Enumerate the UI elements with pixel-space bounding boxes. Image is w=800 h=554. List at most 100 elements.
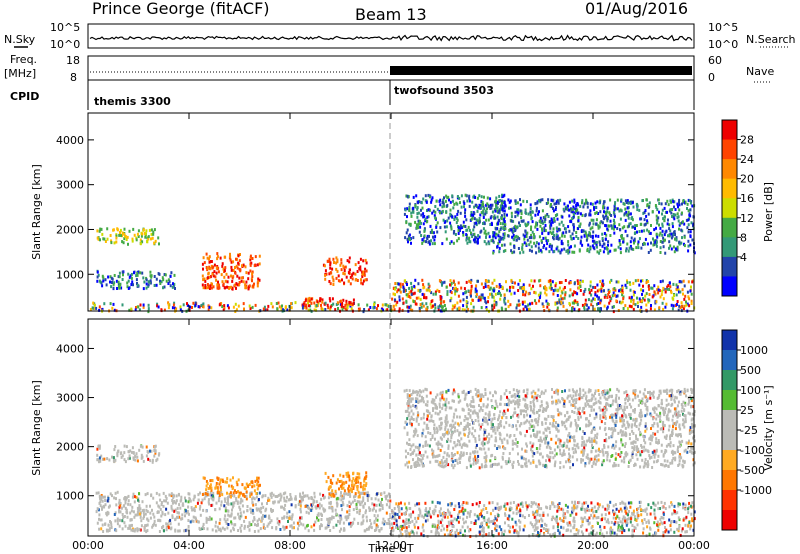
radar-cell — [443, 533, 446, 537]
radar-cell — [642, 211, 645, 215]
radar-cell — [550, 518, 553, 522]
radar-cell — [95, 491, 98, 495]
radar-cell — [354, 272, 357, 276]
radar-cell — [365, 471, 368, 475]
radar-cell — [506, 213, 508, 217]
radar-cell — [489, 512, 492, 516]
radar-cell — [242, 280, 245, 284]
radar-cell — [573, 244, 576, 248]
radar-cell — [504, 502, 506, 506]
radar-cell — [406, 237, 409, 241]
radar-cell — [364, 502, 366, 506]
radar-cell — [123, 232, 126, 236]
radar-cell — [551, 515, 554, 519]
radar-cell — [502, 227, 505, 230]
radar-cell — [581, 279, 584, 283]
radar-cell — [234, 302, 237, 306]
radar-cell — [145, 286, 148, 290]
radar-cell — [187, 528, 190, 532]
radar-cell — [591, 244, 594, 248]
radar-cell — [429, 515, 432, 519]
radar-cell — [656, 523, 659, 527]
radar-cell — [206, 527, 209, 531]
radar-cell — [632, 293, 635, 297]
radar-cell — [232, 528, 235, 532]
radar-cell — [594, 293, 597, 297]
radar-cell — [208, 260, 211, 264]
radar-cell — [661, 212, 663, 216]
radar-cell — [427, 193, 430, 197]
radar-cell — [545, 505, 548, 509]
radar-cell — [129, 524, 132, 528]
radar-cell — [628, 517, 630, 521]
radar-cell — [154, 523, 157, 527]
radar-cell — [138, 448, 141, 452]
radar-cell — [573, 523, 576, 527]
radar-cell — [403, 524, 406, 528]
radar-cell — [608, 295, 611, 299]
radar-cell — [351, 500, 354, 504]
radar-cell — [145, 504, 148, 508]
radar-cell — [589, 232, 591, 236]
radar-cell — [408, 295, 411, 298]
radar-cell — [501, 533, 503, 537]
radar-cell — [324, 301, 327, 305]
radar-cell — [358, 307, 361, 311]
radar-cell — [104, 522, 107, 526]
radar-cell — [670, 291, 673, 295]
radar-cell — [158, 530, 161, 533]
radar-cell — [636, 516, 639, 520]
radar-cell — [167, 511, 170, 515]
radar-cell — [448, 523, 451, 527]
radar-cell — [514, 520, 517, 524]
radar-cell — [159, 498, 162, 502]
radar-cell — [445, 210, 448, 214]
radar-cell — [161, 276, 164, 280]
radar-cell — [568, 246, 571, 250]
radar-cell — [498, 209, 501, 213]
radar-cell — [642, 289, 645, 293]
radar-cell — [678, 280, 681, 283]
radar-cell — [404, 529, 407, 533]
radar-cell — [596, 283, 599, 287]
radar-cell — [205, 509, 208, 513]
radar-cell — [682, 502, 685, 506]
radar-cell — [545, 523, 548, 527]
radar-cell — [232, 501, 235, 505]
radar-cell — [395, 303, 398, 307]
radar-cell — [665, 528, 668, 532]
radar-cell — [128, 454, 131, 458]
radar-cell — [678, 208, 681, 212]
radar-cell — [249, 307, 252, 310]
radar-cell — [120, 506, 123, 510]
radar-cell — [485, 507, 488, 510]
radar-cell — [689, 289, 692, 293]
radar-cell — [535, 521, 538, 525]
radar-cell — [426, 305, 429, 309]
radar-cell — [619, 247, 622, 251]
radar-cell — [330, 517, 333, 521]
radar-cell — [436, 514, 439, 518]
radar-cell — [197, 305, 200, 309]
radar-cell — [661, 505, 664, 509]
radar-cell — [355, 506, 358, 510]
radar-cell — [627, 224, 630, 228]
radar-cell — [258, 517, 261, 521]
radar-cell — [673, 504, 676, 508]
radar-cell — [132, 457, 135, 461]
radar-cell — [493, 303, 496, 307]
radar-cell — [318, 502, 321, 506]
radar-cell — [375, 526, 378, 530]
radar-cell — [336, 496, 339, 500]
radar-cell — [454, 289, 457, 293]
radar-cell — [460, 205, 463, 209]
radar-cell — [480, 293, 483, 297]
radar-cell — [283, 507, 286, 511]
radar-cell — [115, 236, 118, 240]
radar-cell — [496, 215, 499, 219]
radar-cell — [568, 302, 571, 305]
radar-cell — [215, 278, 218, 282]
radar-cell — [674, 213, 677, 217]
radar-cell — [209, 275, 212, 279]
radar-cell — [144, 524, 147, 528]
